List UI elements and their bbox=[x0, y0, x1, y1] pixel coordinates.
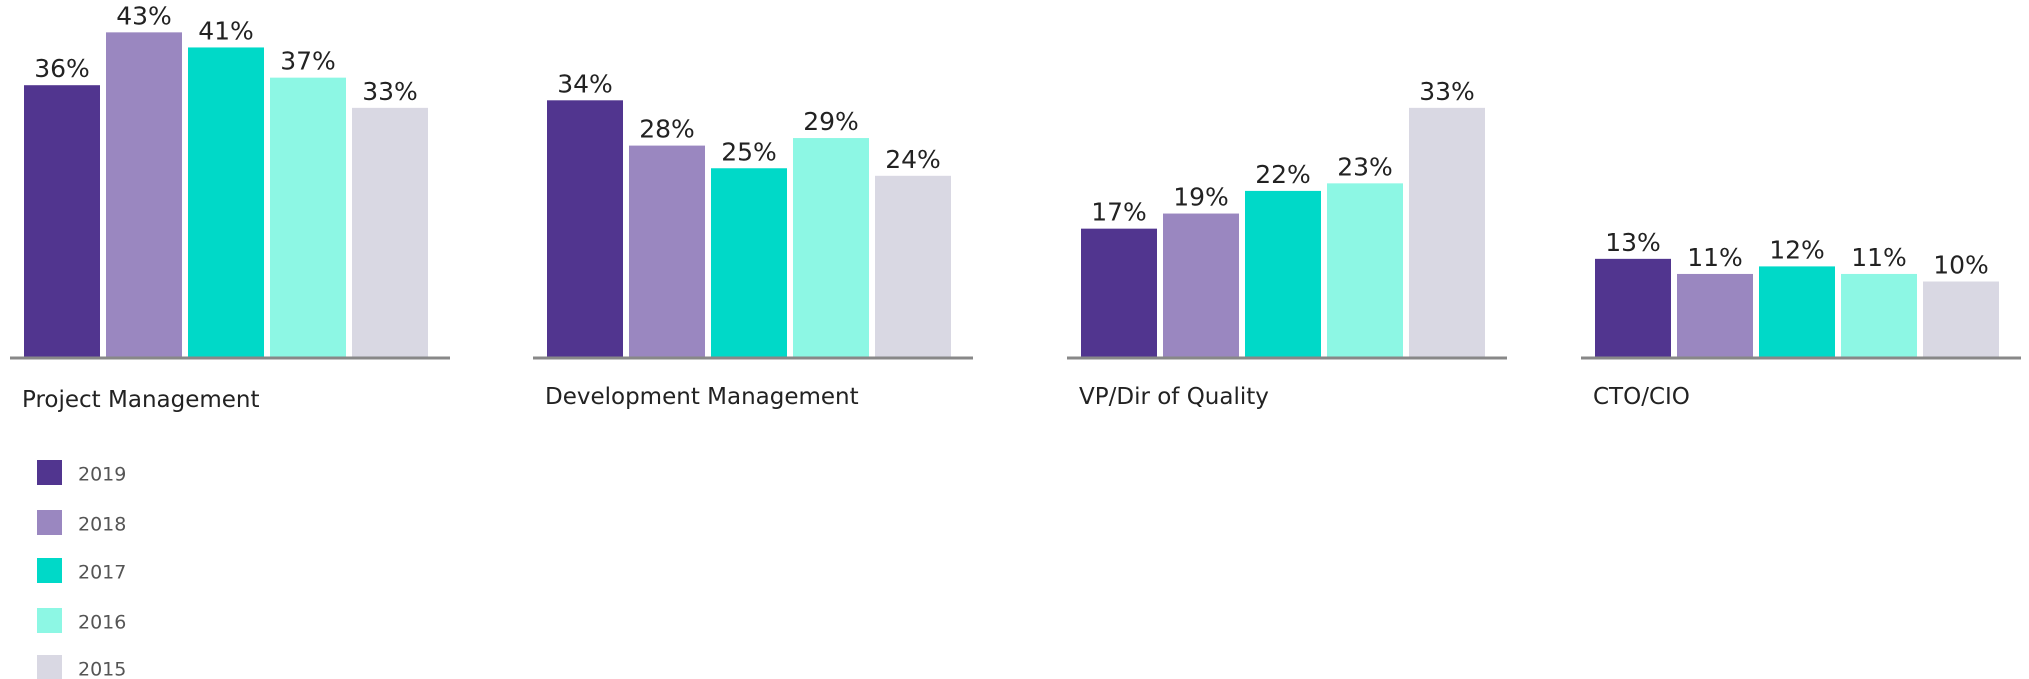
legend-swatch bbox=[37, 608, 62, 633]
value-label: 29% bbox=[803, 107, 859, 136]
legend-swatch bbox=[37, 655, 62, 679]
category-label: Project Management bbox=[22, 387, 260, 413]
value-label: 11% bbox=[1687, 243, 1743, 272]
bar bbox=[629, 145, 705, 357]
value-label: 37% bbox=[280, 47, 336, 76]
value-label: 13% bbox=[1605, 228, 1661, 257]
bar bbox=[1163, 213, 1239, 357]
bar bbox=[352, 107, 428, 357]
bar bbox=[1245, 190, 1321, 357]
bar bbox=[106, 32, 182, 357]
category-label: Development Management bbox=[545, 384, 859, 410]
value-label: 33% bbox=[1419, 77, 1475, 106]
bar bbox=[547, 100, 623, 358]
bar bbox=[875, 175, 951, 357]
category-label: CTO/CIO bbox=[1593, 384, 1690, 410]
bar bbox=[270, 77, 346, 358]
bar bbox=[24, 85, 100, 357]
bar bbox=[1677, 273, 1753, 357]
value-label: 23% bbox=[1337, 152, 1393, 181]
bar bbox=[188, 47, 264, 357]
value-label: 25% bbox=[721, 137, 777, 166]
bar bbox=[1327, 183, 1403, 357]
value-label: 41% bbox=[198, 16, 254, 45]
value-label: 28% bbox=[639, 115, 695, 144]
bar bbox=[711, 168, 787, 357]
value-label: 11% bbox=[1851, 243, 1907, 272]
legend-swatch bbox=[37, 460, 62, 485]
value-label: 43% bbox=[116, 1, 172, 30]
bar bbox=[1409, 107, 1485, 357]
legend-label: 2015 bbox=[78, 659, 126, 679]
bar bbox=[1841, 273, 1917, 357]
bar bbox=[1595, 258, 1671, 357]
legend-swatch bbox=[37, 510, 62, 535]
category-label: VP/Dir of Quality bbox=[1079, 384, 1269, 410]
legend-label: 2016 bbox=[78, 612, 126, 634]
value-label: 24% bbox=[885, 145, 941, 174]
value-label: 34% bbox=[557, 69, 613, 98]
bar bbox=[793, 138, 869, 357]
value-label: 17% bbox=[1091, 198, 1147, 227]
value-label: 36% bbox=[34, 54, 90, 83]
value-label: 12% bbox=[1769, 235, 1825, 264]
legend-label: 2018 bbox=[78, 514, 126, 536]
value-label: 22% bbox=[1255, 160, 1311, 189]
value-label: 33% bbox=[362, 77, 418, 106]
legend-label: 2017 bbox=[78, 562, 126, 584]
bar bbox=[1759, 266, 1835, 357]
legend-label: 2019 bbox=[78, 464, 126, 486]
legend-swatch bbox=[37, 558, 62, 583]
bar bbox=[1081, 228, 1157, 357]
value-label: 19% bbox=[1173, 183, 1229, 212]
bar bbox=[1923, 281, 1999, 357]
value-label: 10% bbox=[1933, 251, 1989, 280]
